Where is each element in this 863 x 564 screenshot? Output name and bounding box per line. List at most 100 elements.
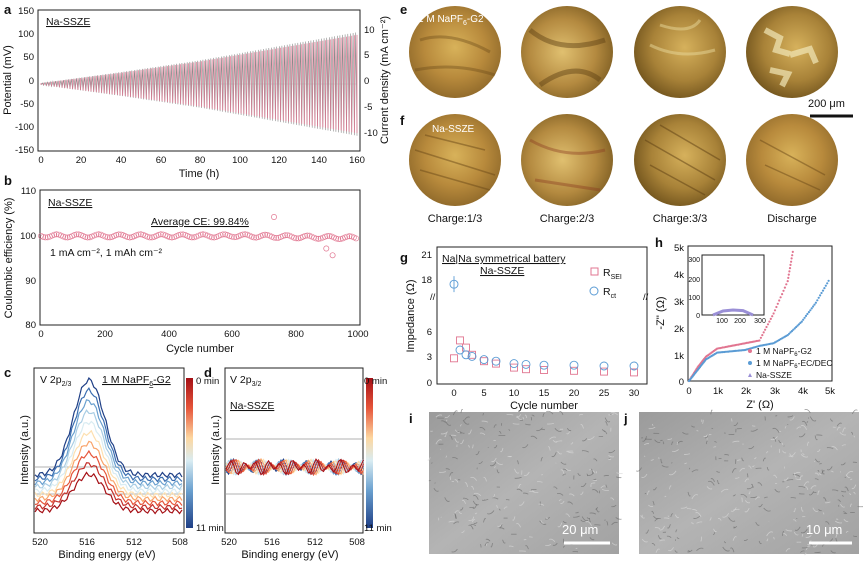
sem-grain <box>433 487 439 492</box>
panel-f: f Na-SSZE Charge:1/3 Charge:2/3 Charge:3… <box>400 113 838 225</box>
sem-grain <box>687 550 691 552</box>
sem-grain <box>778 439 782 444</box>
ce-scatter <box>38 214 359 259</box>
sem-grain <box>578 413 583 416</box>
xtick: 100 <box>232 155 248 166</box>
sem-grain <box>444 432 447 438</box>
sem-grain <box>640 515 645 519</box>
sem-grain <box>834 520 842 524</box>
sem-grain <box>461 499 466 504</box>
sem-grain <box>821 470 825 475</box>
nyquist-point <box>790 330 794 333</box>
sem-grain <box>706 486 713 490</box>
sem-grain <box>794 526 801 531</box>
x-ticks-a: 0 20 40 60 80 100 120 140 160 <box>38 155 365 166</box>
caption-4: Discharge <box>767 213 817 225</box>
rsei-point <box>630 368 638 377</box>
xtick: 520 <box>221 537 237 548</box>
sem-grain <box>589 518 591 523</box>
cb-bottom-c: 11 min <box>196 523 224 534</box>
sem-grain <box>845 471 854 476</box>
sem-grain <box>822 512 825 515</box>
texture <box>414 35 496 77</box>
label-c: 1 M NaPF6-G2 <box>102 374 171 388</box>
ce-point <box>180 231 186 238</box>
sem-grain <box>562 545 566 548</box>
sem-grain <box>600 485 606 489</box>
sem-grain <box>816 449 821 452</box>
axis-break-g: // <box>430 292 436 303</box>
xps-line-c <box>34 420 183 495</box>
sem-grain <box>722 513 730 518</box>
sem-grain <box>560 461 567 465</box>
sem-grain <box>799 475 804 480</box>
sem-grain <box>530 416 532 421</box>
sem-grain <box>654 439 661 443</box>
legend-ecdec: 1 M NaPF6-EC/DEC <box>756 358 833 370</box>
panel-letter-i: i <box>409 411 413 426</box>
ytick: -100 <box>15 122 34 133</box>
sem-grain <box>722 546 730 552</box>
sem-grain <box>444 414 450 419</box>
sem-grain <box>473 495 479 500</box>
xtick: 5 <box>481 388 486 399</box>
xps-line-c <box>34 409 183 491</box>
sem-grain <box>515 414 522 418</box>
y2tick: -10 <box>364 128 378 139</box>
rct-point <box>629 361 639 371</box>
nyquist-point <box>826 282 829 285</box>
sem-grain <box>746 473 749 478</box>
legend-marker-rct <box>589 286 599 296</box>
sem-grain <box>573 515 580 518</box>
nyquist-point <box>793 327 796 330</box>
nyquist-point <box>797 323 801 326</box>
ce-point <box>157 231 164 238</box>
sem-grain <box>469 506 475 509</box>
sem-grain <box>523 471 530 476</box>
title-c: V 2p2/3 <box>40 374 71 388</box>
sem-grain <box>803 481 810 487</box>
sem-grain <box>641 538 648 543</box>
sem-grain <box>604 421 608 426</box>
sem-grain <box>696 430 699 432</box>
sem-grain <box>750 483 754 488</box>
sem-grain <box>577 472 581 476</box>
sem-grain <box>798 433 806 438</box>
ce-point <box>248 233 255 240</box>
ylabel-d: Intensity (a.u.) <box>210 415 222 485</box>
sem-grain <box>611 542 618 546</box>
sem-grain <box>459 507 464 511</box>
sem-grain <box>840 490 847 493</box>
nyquist-point <box>768 320 771 323</box>
rct-point <box>479 355 489 365</box>
sem-grain <box>716 470 720 473</box>
sem-grain <box>843 511 847 514</box>
sem-grain <box>758 503 763 508</box>
nyquist-point <box>799 321 802 324</box>
sem-grain <box>483 477 487 482</box>
sem-grain <box>428 479 431 482</box>
rct-point <box>491 356 501 366</box>
sem-grain <box>490 543 493 548</box>
nyquist-point <box>789 331 792 334</box>
sem-grain <box>843 518 849 522</box>
condition-b: 1 mA cm⁻², 1 mAh cm⁻² <box>50 247 163 259</box>
panel-letter-f: f <box>400 113 405 128</box>
xtick: 512 <box>126 537 142 548</box>
sem-grain <box>460 424 462 427</box>
sem-grain <box>709 517 712 521</box>
nyquist-point <box>809 309 812 312</box>
sem-grain <box>580 482 587 488</box>
sem-grain <box>778 430 782 432</box>
sem-image-j <box>639 412 859 554</box>
ce-point <box>104 234 111 241</box>
legend-marker-ssze <box>748 373 752 377</box>
sem-grain <box>580 424 584 429</box>
sem-grain <box>479 427 486 431</box>
ce-point <box>242 231 248 238</box>
xtick: 160 <box>349 155 365 166</box>
sem-grain <box>671 449 679 452</box>
ce-point <box>239 231 246 238</box>
ce-point <box>353 235 359 242</box>
micrograph-e1 <box>409 6 501 98</box>
